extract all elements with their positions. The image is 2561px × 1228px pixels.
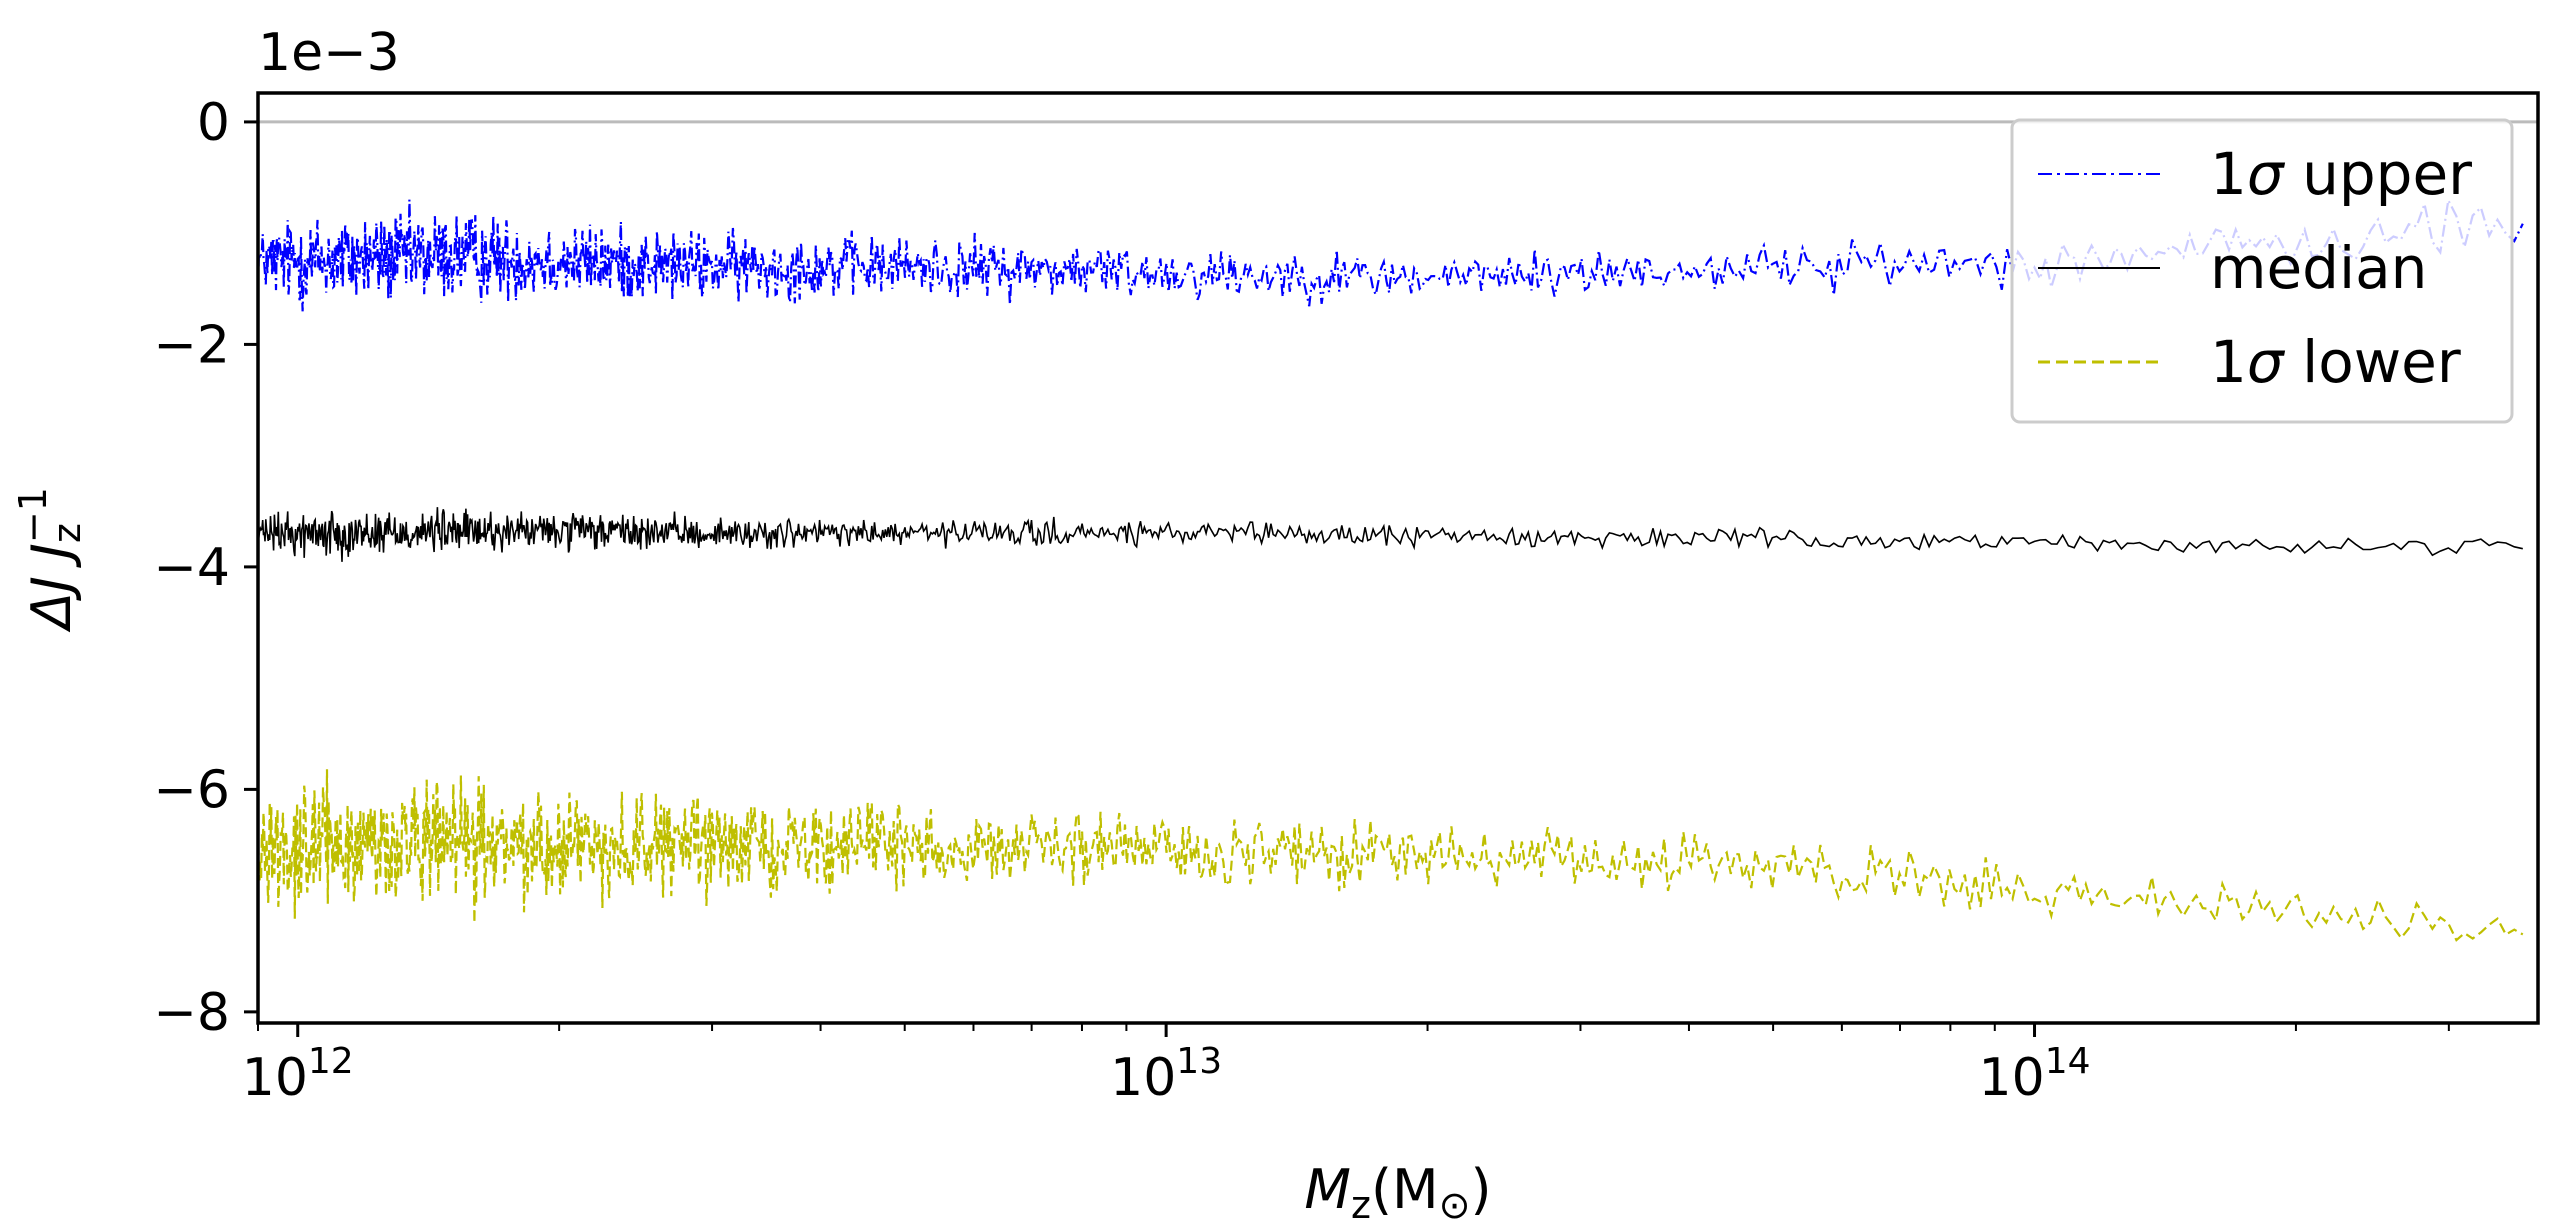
y-axis-label: ΔJ Jz−1 [11, 487, 89, 633]
legend-label-upper-pre: 1 [2210, 140, 2247, 208]
legend-label-upper-post: upper [2284, 140, 2473, 208]
legend-label-lower-pre: 1 [2210, 328, 2247, 396]
x-axis: 1012 1013 1014 [242, 1023, 2450, 1108]
series-layer [258, 196, 2524, 942]
legend-label-upper-sigma: σ [2247, 140, 2286, 208]
legend-label-lower: 1σ lower [2210, 328, 2461, 396]
x-axis-label: Mz(M⊙) [1304, 1158, 1491, 1227]
y-axis: 0 −2 −4 −6 −8 [153, 93, 258, 1043]
legend-box [2010, 118, 2514, 424]
legend-label-upper: 1σ upper [2210, 140, 2472, 208]
legend-label-lower-sigma: σ [2247, 328, 2286, 396]
x-axis-label-sub: z [1351, 1183, 1371, 1227]
legend-label-median: median [2210, 234, 2427, 302]
y-axis-label-main: ΔJ J [20, 543, 83, 633]
series-line-1-upper [258, 196, 2524, 312]
y-tick-label: −2 [153, 315, 230, 375]
x-axis-label-close: ) [1470, 1158, 1491, 1221]
y-tick-label: 0 [197, 93, 230, 153]
y-tick-label: −4 [153, 538, 230, 598]
y-tick-label: −8 [153, 983, 230, 1043]
y-axis-label-sup: −1 [11, 487, 55, 543]
y-tick-label: −6 [153, 760, 230, 820]
x-axis-label-main: M [1304, 1158, 1351, 1221]
x-axis-label-sun: ⊙ [1439, 1183, 1471, 1227]
legend: 1σ upper median 1σ lower [2010, 118, 2514, 424]
x-axis-label-open: (M [1371, 1158, 1439, 1221]
x-tick-label: 1014 [1979, 1041, 2091, 1108]
series-line-1-lower [258, 769, 2524, 942]
y-offset-text: 1e−3 [258, 23, 400, 83]
x-tick-label: 1012 [242, 1041, 354, 1108]
series-line-median [258, 507, 2523, 562]
x-tick-label: 1013 [1110, 1041, 1222, 1108]
y-axis-label-sub: z [45, 523, 89, 543]
legend-label-lower-post: lower [2284, 328, 2461, 396]
plot-frame [256, 91, 2540, 1025]
